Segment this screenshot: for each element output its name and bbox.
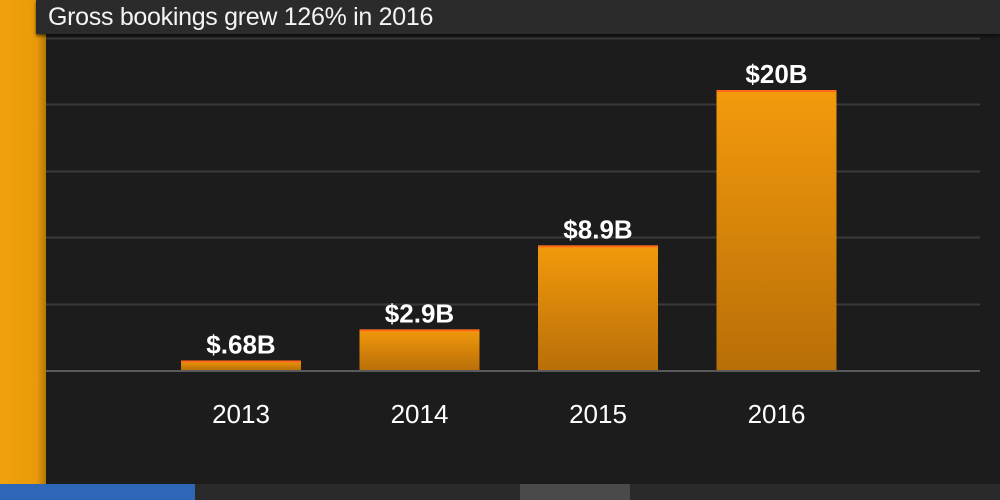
- value-label-2013: $.68B: [206, 329, 275, 359]
- bar-top-edge-2013: [181, 360, 301, 363]
- x-tick-label-2016: 2016: [748, 399, 806, 429]
- bar-2015: [538, 245, 658, 370]
- ticker-segment-gray: [520, 484, 630, 500]
- bar-2014: [359, 329, 480, 370]
- bar-2013: [181, 360, 301, 370]
- gridlines: [46, 37, 980, 372]
- chart-title: Gross bookings grew 126% in 2016: [48, 3, 434, 31]
- ticker-segment-blue: [0, 484, 195, 500]
- value-label-2015: $8.9B: [563, 214, 632, 244]
- value-label-2014: $2.9B: [385, 298, 454, 328]
- value-labels: $.68B $2.9B $8.9B $20B: [206, 59, 807, 359]
- left-accent-strip: [0, 0, 46, 500]
- bar-2016: [716, 90, 837, 370]
- bottom-ticker-bar: [0, 484, 1000, 500]
- title-bar: Gross bookings grew 126% in 2016: [36, 0, 1000, 34]
- bar-top-edge-2016: [716, 90, 837, 92]
- value-label-2016: $20B: [745, 59, 807, 89]
- bar-top-edge-2015: [538, 245, 658, 248]
- x-axis-tick-labels: 2013 2014 2015 2016: [212, 399, 805, 429]
- bars: [181, 90, 837, 370]
- x-tick-label-2014: 2014: [391, 399, 449, 429]
- bar-top-edge-2014: [359, 329, 480, 332]
- x-tick-label-2015: 2015: [569, 399, 627, 429]
- x-tick-label-2013: 2013: [212, 399, 270, 429]
